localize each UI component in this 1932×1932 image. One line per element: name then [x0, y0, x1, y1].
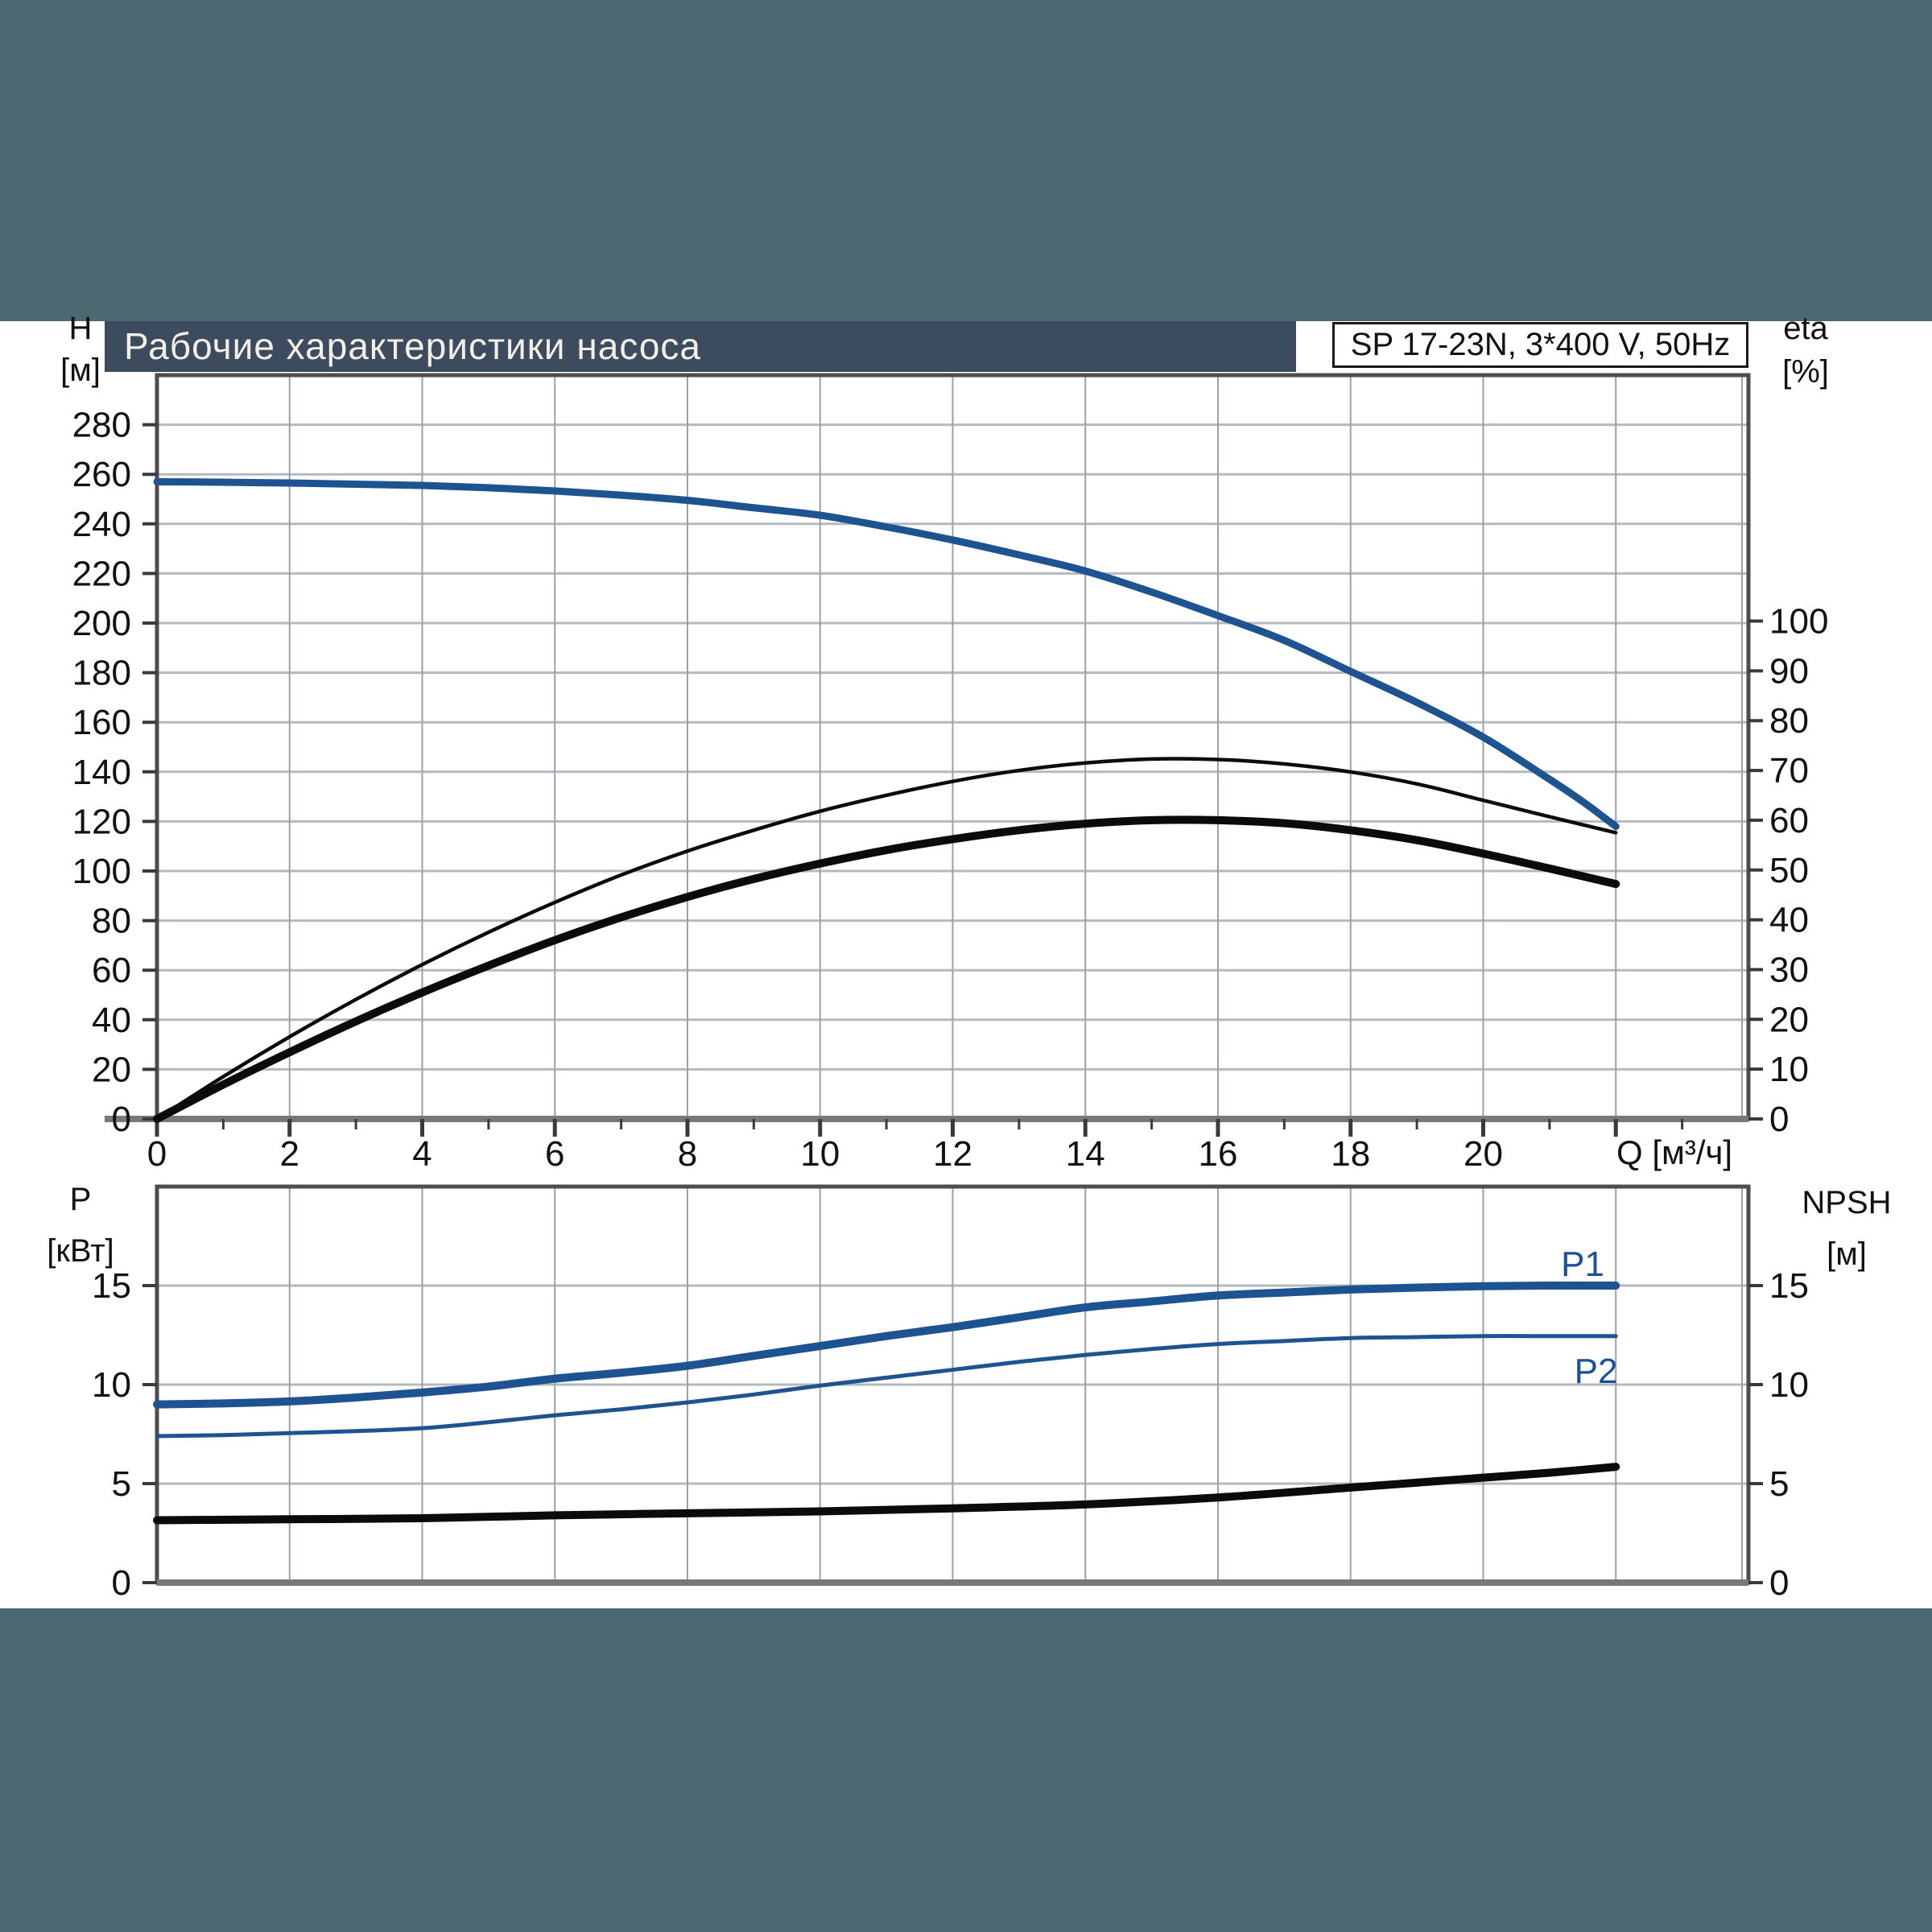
y-left-tick-label: 15	[92, 1266, 131, 1306]
x-tick-label: 2	[280, 1134, 299, 1174]
y-right-tick-label: 40	[1769, 901, 1809, 940]
y-right-tick-label: 10	[1769, 1050, 1809, 1089]
q-axis-label: Q [м³/ч]	[1616, 1133, 1733, 1171]
eta-pump-curve	[155, 757, 1618, 1121]
y-left-tick-label: 5	[112, 1464, 131, 1504]
y-left-tick-label: 260	[72, 455, 131, 494]
x-tick-label: 10	[800, 1134, 840, 1174]
h-axis-label: H	[68, 311, 93, 346]
y-left-tick-label: 280	[72, 406, 131, 445]
y-right-tick-label: 70	[1769, 751, 1809, 791]
y-right-tick-label: 0	[1769, 1563, 1789, 1603]
pump-model-badge: SP 17-23N, 3*400 V, 50Hz	[1332, 322, 1748, 368]
x-tick-label: 0	[147, 1134, 167, 1174]
x-tick-label: 12	[933, 1134, 972, 1174]
y-left-tick-label: 100	[72, 852, 131, 891]
y-right-tick-label: 90	[1769, 651, 1809, 691]
p-axis-unit: [кВт]	[47, 1233, 114, 1269]
y-left-tick-label: 120	[72, 802, 131, 841]
y-left-tick-label: 10	[92, 1365, 131, 1405]
npsh-axis-label: NPSH	[1802, 1185, 1892, 1220]
y-left-tick-label: 240	[72, 505, 131, 544]
x-tick-label: 18	[1331, 1134, 1370, 1174]
y-left-tick-label: 0	[112, 1100, 131, 1139]
x-tick-label: 14	[1066, 1134, 1105, 1174]
p2-curve	[155, 1334, 1618, 1439]
y-left-tick-label: 60	[92, 951, 131, 990]
y-left-tick-label: 40	[92, 1001, 131, 1040]
y-right-tick-label: 0	[1769, 1100, 1789, 1139]
y-left-tick-label: 220	[72, 554, 131, 593]
y-left-tick-label: 80	[92, 902, 131, 941]
y-left-tick-label: 180	[72, 654, 131, 693]
p1-curve-label: P1	[1561, 1245, 1604, 1284]
y-right-tick-label: 80	[1769, 701, 1809, 741]
npsh-axis-unit: [м]	[1827, 1236, 1867, 1272]
x-tick-label: 16	[1199, 1134, 1238, 1174]
x-tick-label: 6	[545, 1134, 564, 1174]
y-left-tick-label: 160	[72, 703, 131, 742]
y-left-tick-label: 0	[112, 1563, 131, 1603]
y-left-tick-label: 140	[72, 753, 131, 792]
chart-panel	[0, 321, 1932, 1608]
y-right-tick-label: 15	[1769, 1266, 1809, 1306]
y-left-tick-label: 200	[72, 604, 131, 643]
h-axis-unit: [м]	[60, 353, 101, 388]
p2-curve-label: P2	[1575, 1352, 1618, 1391]
npsh-curve	[153, 1463, 1620, 1525]
x-tick-label: 4	[412, 1134, 431, 1174]
p1-curve	[153, 1281, 1620, 1409]
p-axis-label: P	[69, 1182, 92, 1217]
eta-axis-unit: [%]	[1782, 354, 1829, 390]
chart-title: Рабочие характеристики насоса	[105, 321, 1296, 372]
eta-total-curve	[153, 815, 1620, 1123]
y-right-tick-label: 10	[1769, 1365, 1809, 1405]
eta-axis-label: eta	[1783, 311, 1828, 346]
y-left-tick-label: 20	[92, 1050, 131, 1089]
y-right-tick-label: 60	[1769, 801, 1809, 840]
y-right-tick-label: 5	[1769, 1464, 1789, 1504]
x-tick-label: 8	[678, 1134, 697, 1174]
y-right-tick-label: 50	[1769, 851, 1809, 890]
y-right-tick-label: 30	[1769, 950, 1809, 989]
x-tick-label: 20	[1463, 1134, 1503, 1174]
y-right-tick-label: 100	[1769, 602, 1828, 642]
y-right-tick-label: 20	[1769, 1000, 1809, 1039]
head-curve	[153, 477, 1620, 831]
